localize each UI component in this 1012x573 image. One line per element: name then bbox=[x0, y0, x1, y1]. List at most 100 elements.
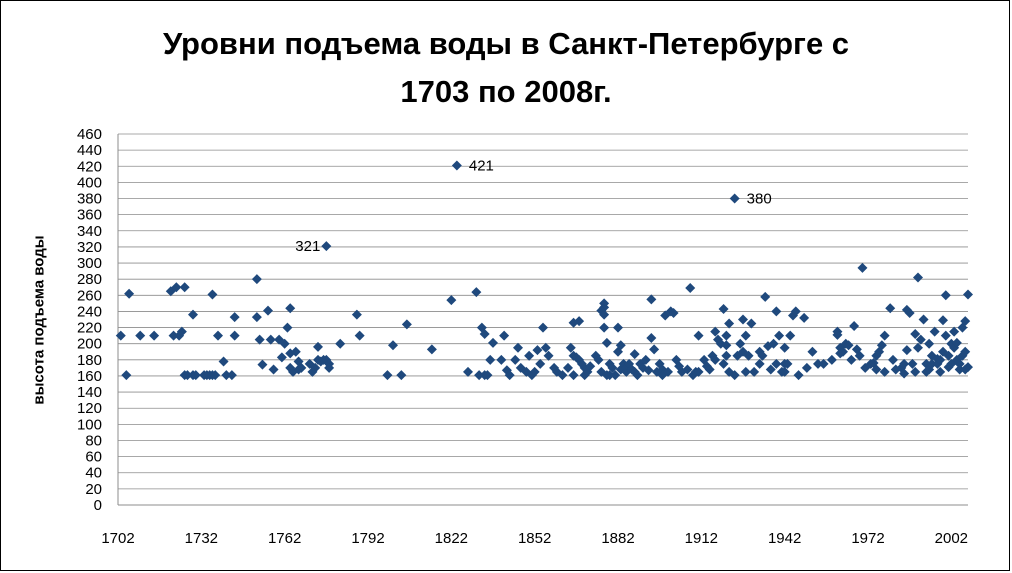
data-point bbox=[785, 330, 796, 341]
y-tick-label: 60 bbox=[85, 449, 102, 466]
data-point bbox=[749, 366, 760, 377]
data-point bbox=[743, 350, 754, 361]
data-point bbox=[846, 354, 857, 365]
data-point bbox=[254, 334, 265, 345]
y-tick-label: 240 bbox=[77, 303, 102, 320]
data-point bbox=[268, 364, 279, 375]
x-tick-label: 1732 bbox=[185, 530, 218, 547]
y-tick-label: 120 bbox=[77, 400, 102, 417]
data-point bbox=[257, 359, 268, 370]
y-tick-label: 440 bbox=[77, 142, 102, 159]
data-point bbox=[535, 358, 546, 369]
data-point bbox=[488, 337, 498, 348]
x-tick-label: 2002 bbox=[935, 530, 968, 547]
data-label: 421 bbox=[469, 157, 494, 174]
x-tick-label: 1942 bbox=[768, 530, 801, 547]
y-tick-label: 0 bbox=[94, 497, 102, 514]
data-point bbox=[768, 338, 779, 349]
data-point bbox=[849, 320, 860, 331]
chart-title-line-1: Уровни подъема воды в Санкт-Петербурге с bbox=[162, 26, 850, 61]
data-point bbox=[899, 368, 910, 379]
y-tick-label: 260 bbox=[77, 287, 102, 304]
data-point bbox=[740, 330, 751, 341]
data-point bbox=[668, 308, 679, 319]
data-point bbox=[935, 354, 946, 365]
data-point bbox=[226, 370, 237, 381]
data-point bbox=[251, 312, 262, 323]
data-point bbox=[601, 337, 612, 348]
x-tick-label: 1972 bbox=[851, 530, 884, 547]
data-label: 380 bbox=[747, 191, 772, 208]
data-point bbox=[190, 370, 201, 381]
data-point bbox=[879, 366, 890, 377]
data-point bbox=[504, 370, 515, 381]
data-point bbox=[265, 334, 276, 345]
annotations: 321 421 380 bbox=[295, 157, 771, 255]
data-point bbox=[729, 370, 740, 381]
data-point bbox=[746, 318, 757, 329]
x-tick-label: 1822 bbox=[435, 530, 468, 547]
data-point bbox=[221, 370, 232, 381]
x-tick-label: 1852 bbox=[518, 530, 551, 547]
data-point bbox=[721, 350, 732, 361]
data-point bbox=[754, 358, 765, 369]
data-point bbox=[296, 362, 307, 373]
data-point bbox=[854, 350, 865, 361]
y-tick-label: 400 bbox=[77, 174, 102, 191]
data-point bbox=[935, 366, 946, 377]
data-point bbox=[918, 314, 929, 325]
data-point bbox=[285, 303, 296, 314]
data-point bbox=[904, 308, 915, 319]
data-point bbox=[557, 370, 568, 381]
data-point bbox=[943, 350, 954, 361]
data-point bbox=[940, 330, 951, 341]
data-point bbox=[843, 340, 854, 351]
gridlines bbox=[118, 133, 968, 490]
data-point bbox=[765, 364, 776, 375]
data-point bbox=[182, 370, 193, 381]
data-point bbox=[135, 330, 146, 341]
chart-title: Уровни подъема воды в Санкт-Петербурге с… bbox=[0, 20, 1012, 116]
data-point bbox=[721, 330, 732, 341]
y-tick-label: 460 bbox=[77, 126, 102, 143]
data-point bbox=[218, 356, 229, 367]
data-point bbox=[774, 330, 785, 341]
y-tick-label: 360 bbox=[77, 207, 102, 224]
data-point bbox=[607, 362, 618, 373]
data-point bbox=[324, 362, 335, 373]
data-point bbox=[474, 370, 485, 381]
data-point bbox=[718, 358, 729, 369]
data-point bbox=[463, 366, 473, 377]
data-point bbox=[354, 330, 365, 341]
x-tick-labels: 1702 1732 1762 1792 1822 1852 1882 1912 1942 1972… bbox=[101, 530, 968, 547]
data-point bbox=[207, 289, 218, 300]
data-point bbox=[960, 346, 971, 357]
data-point bbox=[685, 283, 696, 294]
data-point bbox=[818, 358, 829, 369]
data-point bbox=[779, 342, 790, 353]
data-point bbox=[954, 364, 965, 375]
data-point bbox=[924, 338, 935, 349]
y-tick-label: 200 bbox=[77, 336, 102, 353]
y-tick-label: 220 bbox=[77, 320, 102, 337]
data-point bbox=[524, 350, 535, 361]
data-point bbox=[757, 350, 768, 361]
data-point bbox=[176, 326, 187, 337]
data-point bbox=[124, 288, 135, 299]
data-point bbox=[632, 370, 643, 381]
data-point bbox=[910, 329, 921, 340]
data-point bbox=[771, 358, 782, 369]
y-tick-label: 160 bbox=[77, 368, 102, 385]
data-point bbox=[929, 326, 940, 337]
data-point bbox=[738, 314, 748, 325]
data-point bbox=[629, 349, 640, 360]
data-point bbox=[479, 329, 490, 340]
data-point bbox=[599, 298, 610, 309]
data-point bbox=[610, 370, 621, 381]
data-point bbox=[446, 295, 457, 306]
data-point bbox=[640, 354, 651, 365]
data-point bbox=[913, 342, 923, 353]
data-point bbox=[646, 333, 657, 344]
data-point bbox=[718, 304, 729, 315]
